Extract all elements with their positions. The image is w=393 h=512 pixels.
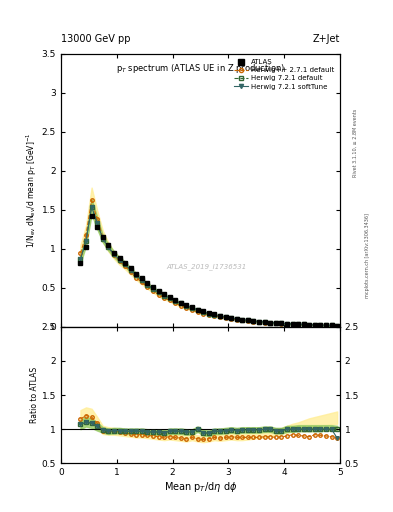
Y-axis label: Ratio to ATLAS: Ratio to ATLAS — [30, 367, 39, 423]
Text: Rivet 3.1.10, ≥ 2.8M events: Rivet 3.1.10, ≥ 2.8M events — [353, 109, 358, 178]
Text: p$_T$ spectrum (ATLAS UE in Z production): p$_T$ spectrum (ATLAS UE in Z production… — [116, 62, 285, 75]
Y-axis label: 1/N$_{\rm ev}$ dN$_{\rm ev}$/d mean p$_T$ [GeV]$^{-1}$: 1/N$_{\rm ev}$ dN$_{\rm ev}$/d mean p$_T… — [24, 133, 39, 248]
Text: Z+Jet: Z+Jet — [312, 33, 340, 44]
X-axis label: Mean p$_T$/d$\eta$ d$\phi$: Mean p$_T$/d$\eta$ d$\phi$ — [163, 480, 237, 494]
Legend: ATLAS, Herwig++ 2.7.1 default, Herwig 7.2.1 default, Herwig 7.2.1 softTune: ATLAS, Herwig++ 2.7.1 default, Herwig 7.… — [232, 57, 336, 92]
Text: mcplots.cern.ch [arXiv:1306.3436]: mcplots.cern.ch [arXiv:1306.3436] — [365, 214, 370, 298]
Text: 13000 GeV pp: 13000 GeV pp — [61, 33, 130, 44]
Text: ATLAS_2019_I1736531: ATLAS_2019_I1736531 — [166, 263, 246, 270]
